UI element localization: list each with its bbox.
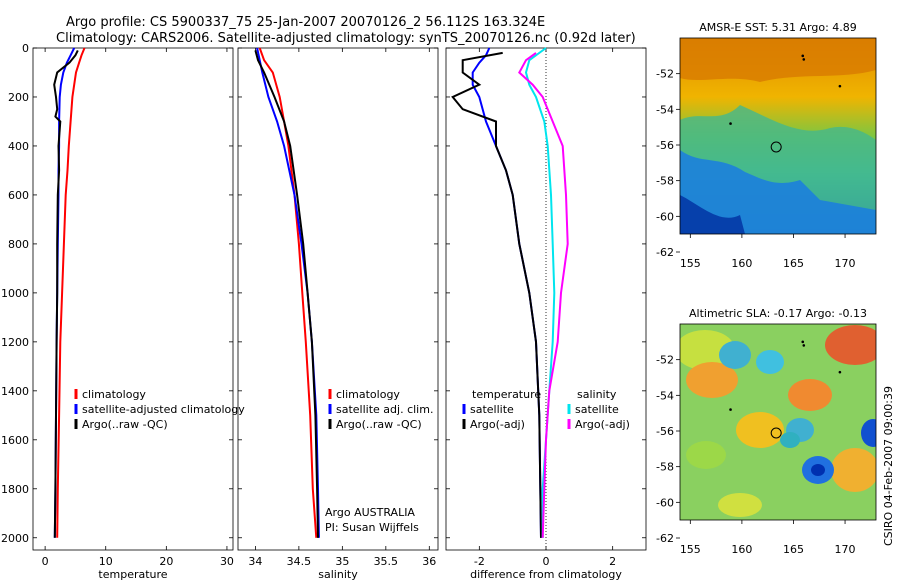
sla_map-ytick-label: -56 (656, 425, 674, 438)
sst-map: AMSR-E SST: 5.31 Argo: 4.89 155 160 165 170… (656, 21, 877, 270)
salinity-xtick-label: 35.5 (374, 555, 399, 568)
salinity-xtick-label: 36 (422, 555, 436, 568)
sla-map: Altimetric SLA: -0.17 Argo: -0.13 155 160… (656, 307, 877, 556)
difference-xtick-label: 2 (609, 555, 616, 568)
sst_map-argo-marker (770, 141, 782, 153)
temperature-axes-box (32, 47, 234, 551)
header-line1: Argo profile: CS 5900337_75 25-Jan-2007 … (66, 15, 545, 30)
difference-legend-label: satellite (470, 403, 514, 416)
salinity-axes-box (237, 47, 439, 551)
difference-xlabel: difference from climatology (470, 568, 622, 580)
temperature-xtick-label: 20 (159, 555, 173, 568)
difference-legend-header: salinity (577, 388, 617, 401)
sst-map-title: AMSR-E SST: 5.31 Argo: 4.89 (699, 21, 857, 34)
salinity-legend-label: climatology (336, 388, 400, 401)
sst_map-ytick-label: -58 (656, 175, 674, 188)
temperature-legend-label: climatology (82, 388, 146, 401)
sla_map-xtick-label: 155 (680, 543, 701, 556)
salinity-series-satellite-adj-clim- (256, 47, 320, 538)
temperature-panel: 0 10 20 30 0 200 400 600 800 1000 1200 1400 1600 1800… (1, 42, 245, 581)
temperature-xtick-label: 10 (99, 555, 113, 568)
difference-legend-label: Argo(-adj) (470, 418, 525, 431)
salinity-xlabel: salinity (318, 568, 358, 580)
difference-legend-label: satellite (575, 403, 619, 416)
sst_map-xtick-label: 160 (731, 257, 752, 270)
sla_map-ytick-label: -58 (656, 461, 674, 474)
temperature-ytick-label: 1200 (1, 336, 29, 349)
sla_map-ytick-label: -52 (656, 354, 674, 367)
temperature-ytick-label: 200 (8, 91, 29, 104)
temperature-ytick-label: 1400 (1, 385, 29, 398)
sst_map-ytick-label: -52 (656, 68, 674, 81)
sla_map-ytick-label: -62 (656, 532, 674, 545)
temperature-ytick-label: 2000 (1, 532, 29, 545)
temperature-legend-label: satellite-adjusted climatology (82, 403, 245, 416)
sst-heatmap-image (680, 38, 876, 234)
sla-map-title: Altimetric SLA: -0.17 Argo: -0.13 (689, 307, 867, 320)
difference-series-temperature-argo-adj- (451, 51, 542, 538)
sst_map-xtick-label: 155 (680, 257, 701, 270)
sst_map-float-dot (802, 58, 806, 61)
sla_map-float-dot (838, 370, 842, 374)
argo-annotation: PI: Susan Wijffels (325, 521, 419, 534)
salinity-legend-label: satellite adj. clim. (336, 403, 433, 416)
sst_map-ytick-label: -54 (656, 103, 674, 116)
sst_map-float-dot (838, 84, 842, 88)
temperature-legend-label: Argo(..raw -QC) (82, 418, 168, 431)
footer-credit: CSIRO 04-Feb-2007 09:00:39 (882, 386, 895, 546)
sst_map-xtick-label: 165 (783, 257, 804, 270)
sst_map-ytick-label: -56 (656, 139, 674, 152)
temperature-xlabel: temperature (98, 568, 167, 580)
sla_map-float-dot (802, 344, 806, 347)
difference-series-salinity-argo-adj- (518, 52, 569, 538)
salinity-legend-label: Argo(..raw -QC) (336, 418, 422, 431)
difference-xtick-label: -2 (474, 555, 485, 568)
temperature-ytick-label: 1800 (1, 483, 29, 496)
temperature-ytick-label: 0 (22, 42, 29, 55)
sla-heatmap-image (680, 324, 876, 520)
temperature-ytick-label: 600 (8, 189, 29, 202)
sla_map-xtick-label: 160 (731, 543, 752, 556)
sla_map-argo-marker (770, 427, 782, 439)
sst_map-float-dot (801, 54, 805, 58)
sla_map-ytick-label: -60 (656, 496, 674, 509)
temperature-series-argo-raw-qc- (53, 49, 79, 538)
header-line2: Climatology: CARS2006. Satellite-adjuste… (56, 31, 636, 46)
temperature-ytick-label: 1000 (1, 287, 29, 300)
difference-xtick-label: 0 (543, 555, 550, 568)
temperature-ytick-label: 1600 (1, 434, 29, 447)
temperature-xtick-label: 0 (42, 555, 49, 568)
salinity-panel: 34 34.5 35 35.5 36 salinity climatology satelli… (237, 47, 439, 581)
difference-series-temperature-satellite (471, 47, 542, 538)
sla_map-xtick-label: 170 (835, 543, 856, 556)
temperature-xtick-label: 30 (220, 555, 234, 568)
sst_map-xtick-label: 170 (835, 257, 856, 270)
sla_map-ytick-label: -54 (656, 389, 674, 402)
sst_map-ytick-label: -62 (656, 246, 674, 259)
difference-legend-label: Argo(-adj) (575, 418, 630, 431)
difference-legend-header: temperature (472, 388, 541, 401)
temperature-ytick-label: 400 (8, 140, 29, 153)
salinity-xtick-label: 35 (335, 555, 349, 568)
argo-annotation: Argo AUSTRALIA (325, 506, 415, 519)
sst_map-float-dot (729, 122, 732, 125)
salinity-series-argo-raw-qc- (254, 50, 319, 538)
sla_map-xtick-label: 165 (783, 543, 804, 556)
sla_map-float-dot (801, 340, 805, 344)
temperature-ytick-label: 800 (8, 238, 29, 251)
temperature-series-climatology (56, 47, 86, 538)
sla_map-float-dot (729, 408, 732, 411)
sst_map-ytick-label: -60 (656, 210, 674, 223)
salinity-xtick-label: 34.5 (287, 555, 312, 568)
salinity-xtick-label: 34 (248, 555, 262, 568)
